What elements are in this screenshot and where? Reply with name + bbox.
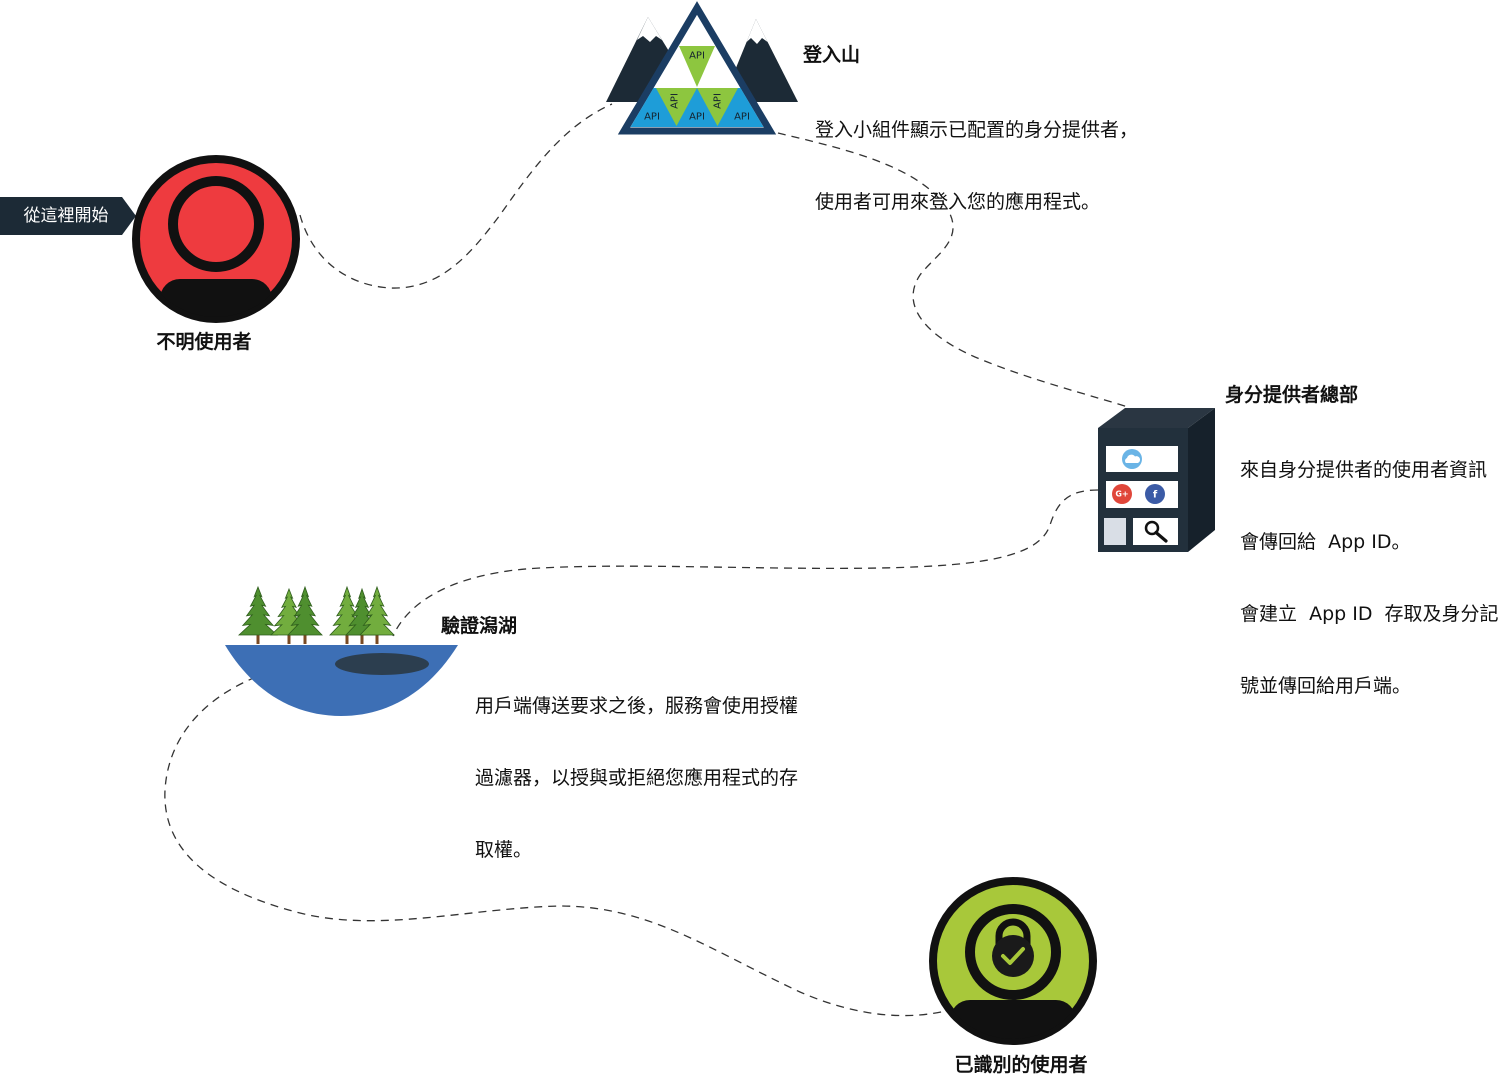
auth-lagoon-description: 用戶端傳送要求之後，服務會使用授權 過濾器，以授與或拒絕您應用程式的存 取權。 <box>475 646 798 886</box>
identity-hq-building: G+ f <box>1098 408 1215 552</box>
description-line: 會傳回給 App ID。 <box>1240 531 1411 553</box>
pine-tree <box>237 585 279 636</box>
unknown-user-label: 不明使用者 <box>156 331 252 353</box>
snow-cap-right <box>746 19 768 44</box>
building-top <box>1098 408 1215 428</box>
pine-tree <box>359 585 395 636</box>
identity-hq-title: 身分提供者總部 <box>1225 384 1359 406</box>
lock-body-icon <box>992 935 1034 977</box>
pine-tree <box>287 585 323 636</box>
lagoon-water <box>225 645 458 716</box>
path-hq-to-lagoon <box>392 489 1099 637</box>
api-label-bottom-right: API <box>734 112 750 123</box>
api-label-rotated-left: API <box>670 93 681 109</box>
auth-lagoon <box>225 585 458 716</box>
description-line: 號並傳回給用戶端。 <box>1240 675 1412 697</box>
start-label: 從這裡開始 <box>23 206 109 226</box>
description-line: 取權。 <box>475 839 533 861</box>
svg-text:G+: G+ <box>1115 490 1128 499</box>
pine-trees <box>237 585 395 644</box>
description-line: 用戶端傳送要求之後，服務會使用授權 <box>475 695 799 717</box>
unknown-user-body <box>160 279 272 317</box>
start-marker-arrow <box>0 197 136 235</box>
cloud-icon <box>1122 449 1142 469</box>
path-lagoon-to-identified-user <box>164 676 951 1017</box>
api-label-bottom-left: API <box>644 112 660 123</box>
identified-user-lock-icon <box>929 877 1097 1045</box>
description-line: 使用者可用來登入您的應用程式。 <box>815 191 1101 213</box>
api-label-bottom-center: API <box>689 112 705 123</box>
description-line: 過濾器，以授與或拒絕您應用程式的存 <box>475 767 799 789</box>
auth-lagoon-title: 驗證潟湖 <box>441 615 518 637</box>
checkmark-icon <box>1001 947 1025 965</box>
snow-cap-left <box>637 17 662 42</box>
api-green-triangle-left <box>656 88 697 126</box>
description-line: 會建立 App ID 存取及身分記 <box>1240 603 1499 625</box>
login-mountain: API API API API API API <box>606 1 798 135</box>
building-side <box>1188 408 1215 552</box>
path-user-to-mountain <box>299 103 613 289</box>
path-mountain-to-hq <box>777 132 1129 408</box>
login-mountain-title: 登入山 <box>803 44 861 66</box>
description-line: 登入小組件顯示已配置的身分提供者， <box>815 119 1139 141</box>
unknown-user-head <box>168 176 264 272</box>
identity-hq-description: 來自身分提供者的使用者資訊 會傳回給 App ID。 會建立 App ID 存取… <box>1240 410 1499 722</box>
lock-shackle-icon <box>995 918 1031 944</box>
description-line: 來自身分提供者的使用者資訊 <box>1240 459 1488 481</box>
api-label-rotated-right: API <box>713 93 724 109</box>
identified-user-body <box>950 1000 1076 1039</box>
api-green-triangle-right <box>697 88 738 126</box>
svg-text:f: f <box>1153 490 1158 501</box>
lagoon-dark-pool <box>335 653 429 675</box>
api-label-top: API <box>689 51 705 62</box>
identified-user-label: 已識別的使用者 <box>954 1054 1088 1076</box>
api-green-triangle-top <box>679 46 715 87</box>
provider-panel-blank <box>1104 518 1126 545</box>
unknown-user-icon <box>132 155 300 323</box>
facebook-icon: f <box>1145 484 1165 504</box>
login-mountain-description: 登入小組件顯示已配置的身分提供者， 使用者可用來登入您的應用程式。 <box>815 70 1138 238</box>
google-plus-icon: G+ <box>1112 484 1132 504</box>
search-icon <box>1144 520 1168 543</box>
